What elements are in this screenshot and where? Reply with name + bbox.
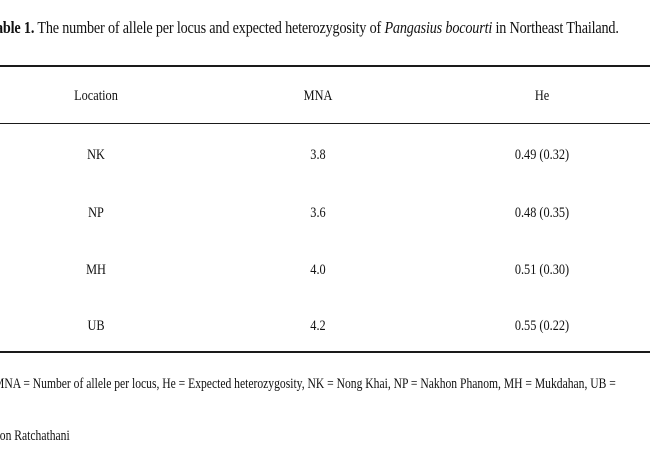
- table-footnote-line-1: MNA = Number of allele per locus, He = E…: [0, 376, 616, 392]
- table-caption: able 1. The number of allele per locus a…: [0, 18, 619, 38]
- column-header-he: He: [534, 88, 550, 104]
- cell-mna: 4.2: [310, 318, 326, 334]
- table-footnote-line-2: bon Ratchathani: [0, 428, 70, 444]
- cell-location: MH: [86, 262, 106, 278]
- cell-he: 0.49 (0.32): [514, 147, 570, 163]
- column-header-mna: MNA: [303, 88, 333, 104]
- cell-he: 0.51 (0.30): [514, 262, 570, 278]
- cell-mna: 3.6: [310, 205, 326, 221]
- column-header-location: Location: [74, 88, 118, 104]
- species-name: Pangasius bocourti: [384, 18, 493, 37]
- cell-he: 0.55 (0.22): [514, 318, 570, 334]
- caption-text: The number of allele per locus and expec…: [34, 18, 385, 37]
- cell-he: 0.48 (0.35): [514, 205, 570, 221]
- table-number: able 1.: [0, 18, 35, 37]
- cell-location: NK: [87, 147, 105, 163]
- table-header-rule: [0, 123, 650, 124]
- table-bottom-rule: [0, 351, 650, 353]
- caption-location: in Northeast Thailand.: [492, 18, 619, 37]
- table-top-rule: [0, 65, 650, 67]
- cell-location: NP: [88, 205, 104, 221]
- cell-mna: 3.8: [310, 147, 326, 163]
- cell-mna: 4.0: [310, 262, 326, 278]
- cell-location: UB: [87, 318, 105, 334]
